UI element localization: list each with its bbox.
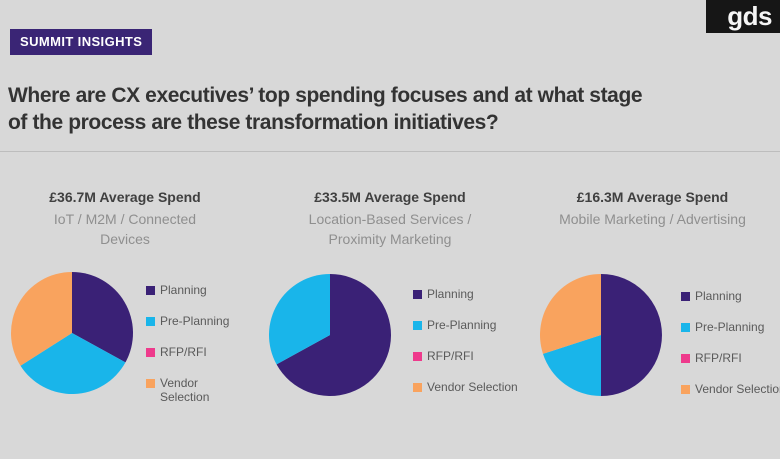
chart-subtitle-line: Proximity Marketing (328, 231, 452, 247)
pie-slice-pre-planning (20, 333, 126, 394)
gds-logo: gds (706, 0, 780, 33)
legend-label: Pre-Planning (160, 314, 230, 328)
legend-swatch-rfp-rfi (681, 354, 690, 363)
legend-item: Vendor Selection (413, 380, 543, 394)
legend-chart-2: Planning Pre-Planning RFP/RFI Vendor Select… (413, 287, 543, 411)
legend-chart-3: Planning Pre-Planning RFP/RFI Vendor Select… (681, 289, 780, 413)
legend-label: Vendor Selection (160, 376, 210, 404)
legend-swatch-planning (146, 286, 155, 295)
pie-slice-planning (72, 272, 133, 363)
headline-line-2: of the process are these transformation … (8, 111, 499, 134)
chart-3-title-block: £16.3M Average Spend Mobile Marketing / … (525, 189, 780, 229)
chart-title: £16.3M Average Spend (576, 189, 729, 205)
legend-label: RFP/RFI (695, 351, 742, 365)
legend-label: Planning (160, 283, 207, 297)
divider-line (0, 151, 780, 152)
chart-subtitle: IoT / M2M / Connected Devices (15, 209, 235, 249)
legend-item: Pre-Planning (146, 314, 246, 328)
legend-item: Vendor Selection (146, 376, 246, 404)
pie-slice-pre-planning (542, 335, 601, 396)
pie-chart-location-services (269, 274, 392, 396)
chart-title: £36.7M Average Spend (49, 189, 201, 205)
pie-slice-vendor-selection (11, 272, 72, 366)
page-title: Where are CX executives’ top spending fo… (8, 82, 772, 136)
legend-swatch-vendor-selection (413, 383, 422, 392)
chart-subtitle-line: Mobile Marketing / Advertising (559, 211, 746, 227)
legend-swatch-planning (413, 290, 422, 299)
legend-item: Planning (413, 287, 543, 301)
legend-item: Pre-Planning (413, 318, 543, 332)
legend-swatch-pre-planning (413, 321, 422, 330)
legend-label: Vendor Selection (695, 382, 780, 396)
legend-swatch-vendor-selection (146, 379, 155, 388)
pie-chart-iot (11, 272, 133, 394)
pie-slice-pre-planning (269, 274, 330, 365)
legend-swatch-pre-planning (681, 323, 690, 332)
legend-swatch-planning (681, 292, 690, 301)
chart-1-title-block: £36.7M Average Spend IoT / M2M / Connect… (15, 189, 235, 249)
legend-chart-1: Planning Pre-Planning RFP/RFI Vendor Select… (146, 283, 246, 421)
chart-subtitle-line: Location-Based Services / (308, 211, 472, 227)
chart-subtitle-line: Devices (100, 231, 150, 247)
legend-label: Pre-Planning (427, 318, 497, 332)
pie-chart-mobile-marketing (540, 274, 662, 396)
legend-swatch-vendor-selection (681, 385, 690, 394)
legend-swatch-pre-planning (146, 317, 155, 326)
legend-item: Planning (146, 283, 246, 297)
legend-item: RFP/RFI (681, 351, 780, 365)
legend-label: Pre-Planning (695, 320, 765, 334)
legend-item: RFP/RFI (146, 345, 246, 359)
summit-insights-badge: SUMMIT INSIGHTS (10, 29, 153, 55)
legend-label: Planning (695, 289, 742, 303)
legend-label: Planning (427, 287, 474, 301)
chart-subtitle: Mobile Marketing / Advertising (525, 209, 780, 229)
legend-swatch-rfp-rfi (413, 352, 422, 361)
pie-slice-planning (276, 274, 392, 396)
legend-label: RFP/RFI (160, 345, 207, 359)
headline-line-1: Where are CX executives’ top spending fo… (8, 84, 643, 107)
legend-label: Vendor Selection (427, 380, 518, 394)
chart-title: £33.5M Average Spend (314, 189, 466, 205)
pie-slice-vendor-selection (540, 274, 601, 354)
legend-item: Pre-Planning (681, 320, 780, 334)
legend-label: RFP/RFI (427, 349, 474, 363)
legend-item: Vendor Selection (681, 382, 780, 396)
chart-2-title-block: £33.5M Average Spend Location-Based Serv… (280, 189, 500, 249)
legend-item: Planning (681, 289, 780, 303)
pie-slice-planning (601, 274, 662, 396)
chart-subtitle: Location-Based Services / Proximity Marke… (280, 209, 500, 249)
legend-swatch-rfp-rfi (146, 348, 155, 357)
chart-subtitle-line: IoT / M2M / Connected (53, 211, 197, 227)
legend-item: RFP/RFI (413, 349, 543, 363)
